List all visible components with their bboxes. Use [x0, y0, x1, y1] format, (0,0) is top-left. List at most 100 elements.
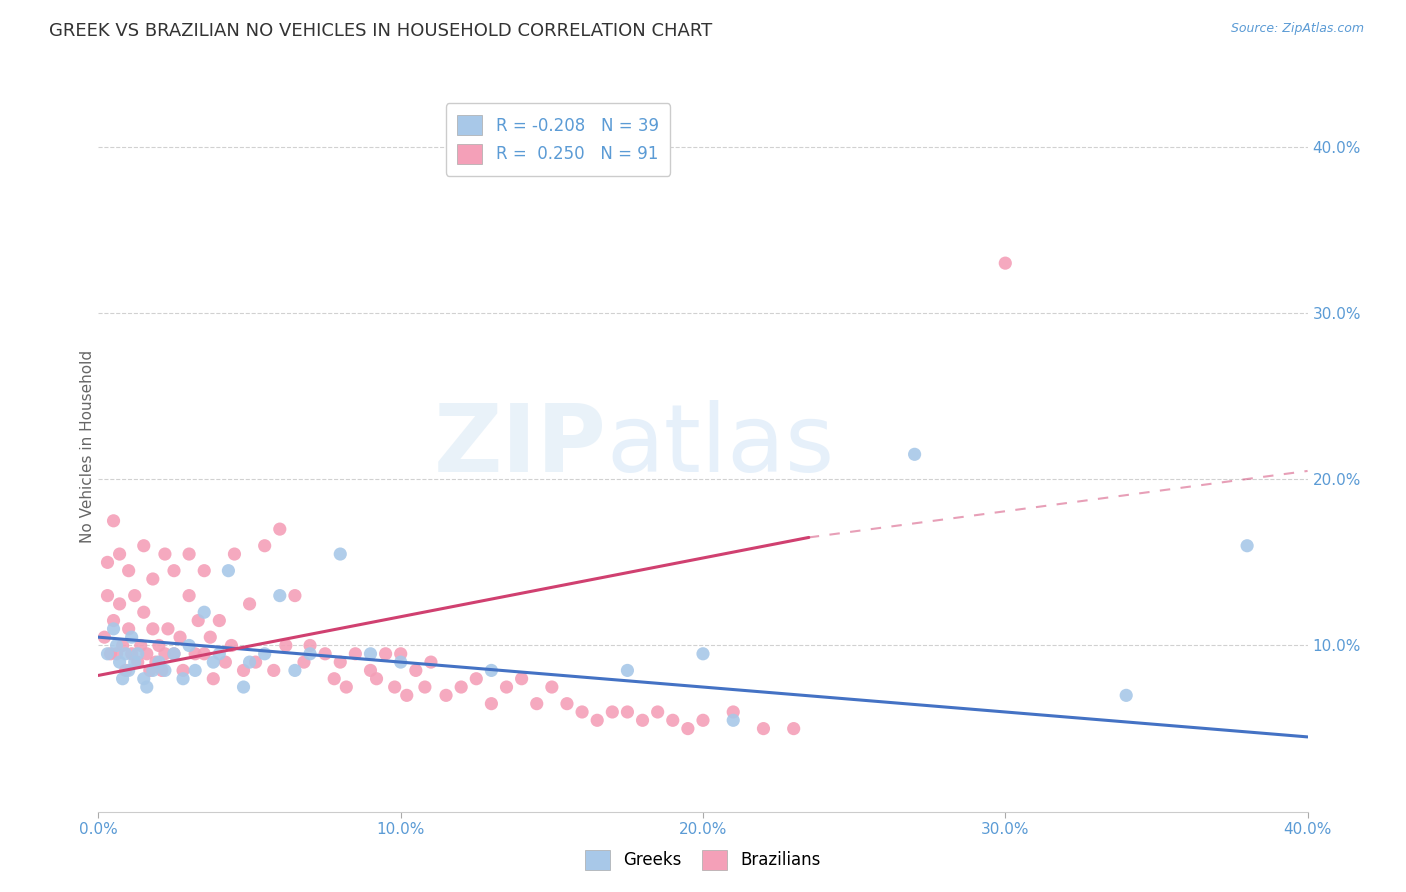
Point: [344, 647, 367, 661]
Point: [114, 664, 136, 678]
Point: [284, 589, 307, 603]
Point: [269, 589, 291, 603]
Point: [366, 672, 388, 686]
Point: [132, 672, 155, 686]
Point: [661, 714, 683, 728]
Point: [184, 647, 207, 661]
Point: [253, 539, 276, 553]
Point: [118, 564, 141, 578]
Point: [413, 680, 436, 694]
Point: [139, 664, 162, 678]
Point: [114, 647, 136, 661]
Point: [360, 647, 382, 661]
Point: [994, 256, 1017, 270]
Point: [135, 680, 157, 694]
Point: [96, 589, 118, 603]
Point: [135, 647, 157, 661]
Point: [292, 655, 315, 669]
Point: [153, 547, 176, 561]
Point: [1236, 539, 1258, 553]
Point: [105, 647, 128, 661]
Point: [96, 555, 118, 569]
Point: [692, 714, 714, 728]
Point: [172, 672, 194, 686]
Point: [103, 614, 125, 628]
Text: atlas: atlas: [606, 400, 835, 492]
Point: [153, 664, 176, 678]
Point: [586, 714, 609, 728]
Point: [129, 639, 152, 653]
Point: [142, 572, 165, 586]
Point: [395, 689, 418, 703]
Point: [335, 680, 357, 694]
Point: [723, 714, 745, 728]
Point: [121, 630, 143, 644]
Point: [132, 605, 155, 619]
Point: [481, 664, 503, 678]
Point: [602, 705, 624, 719]
Point: [127, 655, 149, 669]
Point: [647, 705, 669, 719]
Point: [360, 664, 382, 678]
Point: [118, 622, 141, 636]
Point: [108, 597, 131, 611]
Point: [169, 630, 191, 644]
Point: [200, 630, 222, 644]
Point: [405, 664, 427, 678]
Point: [132, 539, 155, 553]
Point: [323, 672, 346, 686]
Point: [148, 655, 170, 669]
Point: [239, 597, 262, 611]
Point: [142, 622, 165, 636]
Point: [420, 655, 443, 669]
Point: [299, 639, 322, 653]
Text: GREEK VS BRAZILIAN NO VEHICLES IN HOUSEHOLD CORRELATION CHART: GREEK VS BRAZILIAN NO VEHICLES IN HOUSEH…: [49, 22, 713, 40]
Point: [179, 639, 201, 653]
Text: ZIP: ZIP: [433, 400, 606, 492]
Point: [752, 722, 775, 736]
Point: [193, 647, 215, 661]
Point: [93, 630, 115, 644]
Point: [263, 664, 285, 678]
Point: [631, 714, 654, 728]
Point: [374, 647, 396, 661]
Point: [156, 622, 179, 636]
Point: [193, 564, 215, 578]
Point: [172, 664, 194, 678]
Point: [153, 647, 176, 661]
Point: [111, 639, 134, 653]
Point: [510, 672, 533, 686]
Point: [108, 655, 131, 669]
Point: [284, 664, 307, 678]
Point: [100, 647, 122, 661]
Point: [481, 697, 503, 711]
Point: [187, 614, 209, 628]
Point: [208, 647, 231, 661]
Point: [723, 705, 745, 719]
Point: [124, 589, 146, 603]
Point: [274, 639, 297, 653]
Point: [127, 647, 149, 661]
Point: [221, 639, 243, 653]
Point: [179, 547, 201, 561]
Point: [245, 655, 267, 669]
Text: Source: ZipAtlas.com: Source: ZipAtlas.com: [1230, 22, 1364, 36]
Point: [571, 705, 593, 719]
Point: [124, 655, 146, 669]
Point: [105, 639, 128, 653]
Point: [555, 697, 578, 711]
Point: [224, 547, 246, 561]
Point: [299, 647, 322, 661]
Point: [783, 722, 806, 736]
Point: [329, 547, 352, 561]
Point: [208, 614, 231, 628]
Point: [103, 622, 125, 636]
Point: [202, 672, 225, 686]
Point: [450, 680, 472, 694]
Point: [239, 655, 262, 669]
Point: [692, 647, 714, 661]
Point: [179, 589, 201, 603]
Point: [96, 647, 118, 661]
Point: [163, 564, 186, 578]
Point: [329, 655, 352, 669]
